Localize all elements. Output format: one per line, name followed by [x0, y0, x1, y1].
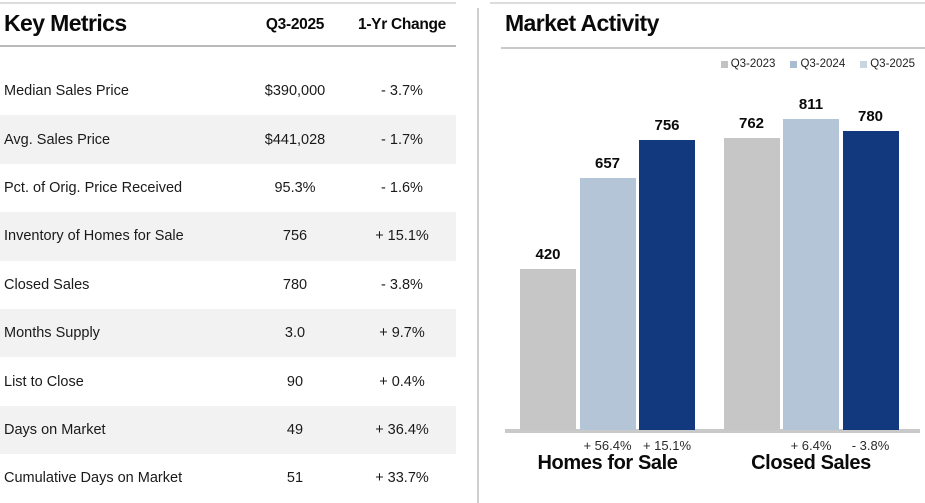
category-label-homes-for-sale: Homes for Sale: [537, 452, 678, 474]
bar-value-label: 420: [535, 246, 561, 263]
bar-homes-for-sale-q3-2023: [520, 269, 576, 430]
metric-label: Closed Sales: [4, 276, 90, 293]
metric-change: - 1.7%: [381, 131, 423, 148]
bar-closed-sales-q3-2023: [723, 138, 780, 430]
metric-value: 3.0: [284, 325, 306, 342]
metric-label: Days on Market: [4, 421, 106, 438]
bar-chart: 420 657 + 56.4% 756 + 15.1% Homes for Sale 762…: [490, 0, 925, 503]
metric-value: 49: [286, 421, 304, 438]
legend-label: Q3-2024: [800, 58, 846, 70]
x-axis-line: [505, 429, 920, 433]
chart-legend: Q3-2023 Q3-2024 Q3-2025: [720, 58, 915, 70]
column-header-quarter: Q3-2025: [265, 16, 325, 33]
legend-swatch-icon: [720, 60, 728, 68]
metric-value: 90: [286, 373, 304, 390]
metric-value: 756: [282, 228, 308, 245]
panel-top-border: [490, 2, 925, 4]
table-row-median-sales-price: Median Sales Price $390,000 - 3.7%: [0, 67, 456, 115]
metric-label: Median Sales Price: [4, 83, 129, 100]
metric-value: 780: [282, 276, 308, 293]
metric-change: - 1.6%: [381, 179, 423, 196]
metric-change: + 0.4%: [379, 373, 425, 390]
metric-value: 95.3%: [274, 179, 316, 196]
pct-change-label: + 56.4%: [583, 438, 632, 453]
legend-item-q3-2023: Q3-2023: [720, 58, 776, 70]
bar-value-label: 780: [857, 108, 884, 125]
bar-closed-sales-q3-2025: [842, 131, 899, 430]
metric-change: + 15.1%: [375, 228, 429, 245]
header-underline: [501, 47, 925, 49]
table-row-pct-of-orig-price-received: Pct. of Orig. Price Received 95.3% - 1.6%: [0, 164, 456, 212]
market-activity-panel: Market Activity Q3-2023 Q3-2024 Q3-2025 42…: [490, 0, 925, 503]
bar-value-label: 811: [798, 96, 824, 113]
metric-label: Inventory of Homes for Sale: [4, 228, 184, 245]
bar-homes-for-sale-q3-2025: [639, 140, 695, 430]
panel-divider: [477, 8, 479, 503]
metric-label: Pct. of Orig. Price Received: [4, 179, 183, 196]
table-row-months-supply: Months Supply 3.0 + 9.7%: [0, 308, 456, 358]
metric-value: $390,000: [264, 83, 326, 100]
key-metrics-table: Median Sales Price $390,000 - 3.7% Avg. Sal…: [0, 67, 456, 503]
market-activity-title: Market Activity: [505, 10, 659, 36]
pct-change-label: - 3.8%: [851, 438, 890, 453]
key-metrics-panel: Key Metrics Q3-2025 1-Yr Change Median S…: [0, 0, 456, 503]
bar-closed-sales-q3-2024: [783, 119, 839, 430]
table-row-days-on-market: Days on Market 49 + 36.4%: [0, 405, 456, 455]
metric-label: Cumulative Days on Market: [4, 470, 183, 487]
legend-label: Q3-2025: [870, 58, 915, 70]
table-row-closed-sales: Closed Sales 780 - 3.8%: [0, 261, 456, 309]
metric-change: - 3.8%: [381, 276, 423, 293]
metric-value: 51: [286, 470, 304, 487]
pct-change-label: + 6.4%: [790, 438, 832, 453]
legend-item-q3-2024: Q3-2024: [790, 58, 845, 70]
header-underline: [0, 45, 456, 47]
metric-change: - 3.7%: [381, 83, 423, 100]
metric-value: $441,028: [264, 131, 326, 148]
table-row-cumulative-days-on-market: Cumulative Days on Market 51 + 33.7%: [0, 454, 456, 502]
table-row-avg-sales-price: Avg. Sales Price $441,028 - 1.7%: [0, 115, 456, 164]
bar-homes-for-sale-q3-2024: [579, 178, 636, 430]
column-header-change: 1-Yr Change: [358, 16, 446, 33]
legend-item-q3-2025: Q3-2025: [860, 58, 915, 70]
bar-value-label: 657: [594, 155, 621, 172]
panel-top-border: [0, 2, 456, 4]
table-row-list-to-close: List to Close 90 + 0.4%: [0, 357, 456, 405]
key-metrics-title: Key Metrics: [4, 10, 127, 36]
bar-value-label: 762: [738, 115, 765, 132]
table-row-inventory-of-homes-for-sale: Inventory of Homes for Sale 756 + 15.1%: [0, 212, 456, 261]
legend-swatch-icon: [790, 60, 798, 68]
metric-label: Avg. Sales Price: [4, 131, 111, 148]
pct-change-label: + 15.1%: [642, 438, 692, 453]
metric-change: + 36.4%: [375, 421, 429, 438]
legend-swatch-icon: [860, 60, 868, 68]
category-label-closed-sales: Closed Sales: [751, 452, 871, 474]
metric-change: + 9.7%: [379, 325, 425, 342]
metric-label: Months Supply: [4, 325, 100, 342]
bar-value-label: 756: [654, 117, 680, 134]
legend-label: Q3-2023: [730, 58, 776, 70]
metric-label: List to Close: [4, 373, 84, 390]
metric-change: + 33.7%: [375, 470, 429, 487]
